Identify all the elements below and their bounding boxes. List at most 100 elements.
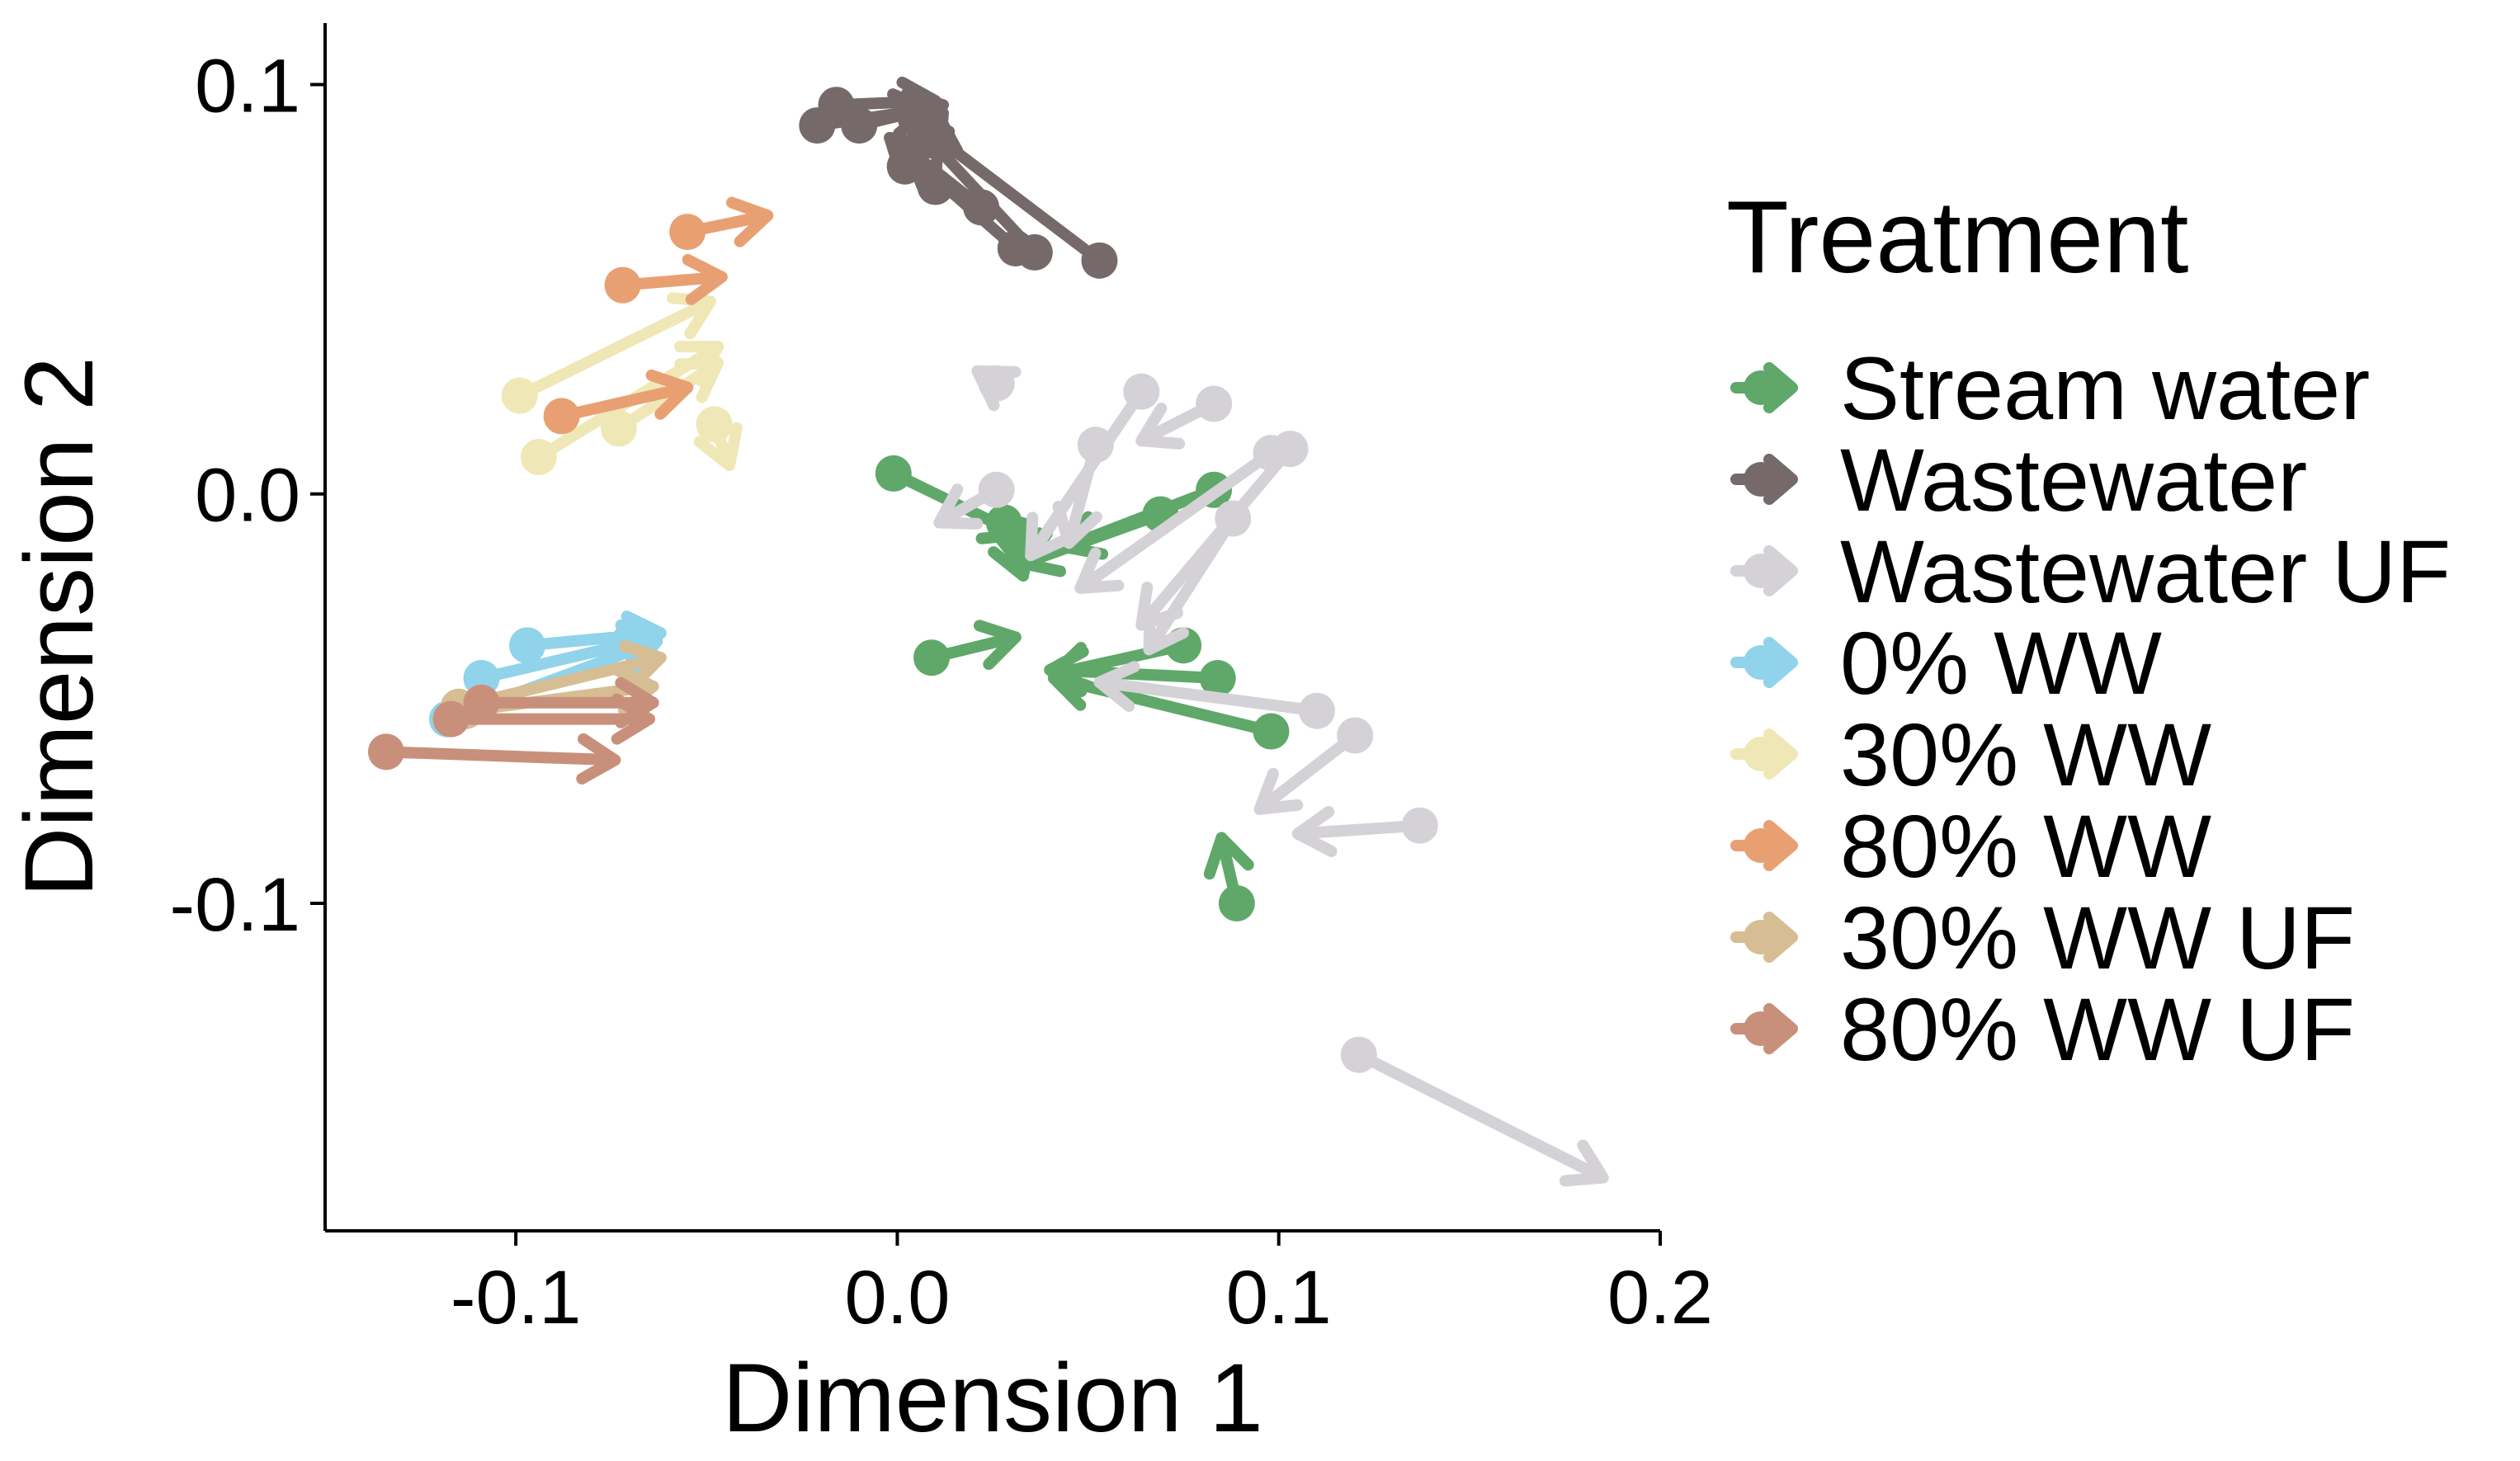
legend-item: 80% WW xyxy=(1730,796,2211,896)
arrow-head xyxy=(1143,606,1189,656)
arrow-head xyxy=(615,676,659,728)
legend-key-arrow-head xyxy=(1763,545,1798,596)
legend-key-arrow-head xyxy=(1763,454,1798,505)
start-point xyxy=(1123,373,1160,410)
arrow-head xyxy=(667,292,716,340)
start-point xyxy=(1218,884,1255,921)
arrow-head xyxy=(1203,832,1254,880)
legend-key-arrow-head xyxy=(1763,1003,1798,1054)
legend-item: Wastewater UF xyxy=(1730,521,2451,621)
start-point xyxy=(1337,717,1374,754)
legend-item: Stream water xyxy=(1730,338,2370,438)
series-7 xyxy=(367,676,659,785)
arrow-head xyxy=(576,733,621,785)
x-axis-title: Dimension 1 xyxy=(722,1344,1263,1453)
arrow-shaft xyxy=(513,295,716,402)
plot-area xyxy=(367,76,1609,1187)
start-point xyxy=(978,471,1015,508)
arrow-head xyxy=(682,253,728,305)
start-point xyxy=(1215,500,1252,537)
legend: Treatment Stream waterWastewaterWastewat… xyxy=(1726,181,2451,1079)
legend-label: 0% WW xyxy=(1840,613,2162,713)
start-point xyxy=(1272,431,1309,468)
arrow-head xyxy=(1253,767,1304,815)
legend-item: 80% WW UF xyxy=(1730,979,2355,1079)
legend-label: 80% WW UF xyxy=(1840,979,2355,1079)
arrow-shaft xyxy=(1059,483,1220,554)
legend-label: Stream water xyxy=(1840,338,2370,438)
arrow-head xyxy=(1052,501,1102,549)
start-point xyxy=(520,439,557,476)
arrow-shaft xyxy=(884,131,1022,254)
start-point xyxy=(1196,385,1233,422)
arrow-shaft xyxy=(1093,676,1323,717)
start-point xyxy=(463,684,500,721)
start-point xyxy=(841,107,878,144)
start-point xyxy=(600,410,637,447)
start-point xyxy=(432,700,470,738)
start-point xyxy=(1199,660,1236,697)
arrow-shaft xyxy=(1047,672,1277,738)
series-4 xyxy=(501,292,743,476)
start-point xyxy=(1340,1036,1377,1073)
start-point xyxy=(501,377,538,414)
arrow-shaft xyxy=(1253,729,1361,815)
legend-label: Wastewater UF xyxy=(1840,521,2451,621)
arrow-head xyxy=(1074,547,1125,594)
start-point xyxy=(913,639,951,676)
y-tick-label: 0.0 xyxy=(195,454,300,538)
x-tick-label: 0.0 xyxy=(844,1256,950,1340)
arrow-head xyxy=(1025,511,1072,562)
arrow-head xyxy=(1559,1139,1609,1187)
arrow-head xyxy=(933,483,984,530)
legend-item: 30% WW xyxy=(1730,705,2211,804)
legend-key-arrow-head xyxy=(1763,362,1798,413)
start-point xyxy=(367,733,404,771)
arrow-shaft xyxy=(906,115,1041,258)
arrow-shaft xyxy=(1074,447,1277,594)
arrow-shaft xyxy=(899,107,1106,266)
legend-title: Treatment xyxy=(1726,181,2188,295)
arrow-head xyxy=(674,356,724,403)
y-axis-ticks: -0.1 0.0 0.1 xyxy=(169,44,325,947)
legend-item: Wastewater xyxy=(1730,430,2307,530)
legend-key-arrow-head xyxy=(1763,820,1798,871)
arrow-shaft xyxy=(1352,1049,1609,1184)
start-point xyxy=(509,627,546,664)
arrow-shaft xyxy=(1291,819,1426,840)
legend-key-arrow-head xyxy=(1763,728,1798,780)
start-point xyxy=(1298,692,1335,729)
start-point xyxy=(543,398,580,435)
legend-item: 30% WW UF xyxy=(1730,888,2355,987)
x-tick-label: 0.1 xyxy=(1226,1256,1332,1340)
y-tick-label: -0.1 xyxy=(169,863,300,947)
start-point xyxy=(1401,807,1438,844)
arrow-head xyxy=(1291,806,1338,857)
arrow-shaft xyxy=(1143,512,1239,656)
arrow-head xyxy=(1135,402,1186,450)
legend-key-arrow-head xyxy=(1763,912,1798,963)
y-axis-title: Dimension 2 xyxy=(5,356,114,898)
start-point xyxy=(1081,242,1118,279)
arrow-head xyxy=(1093,661,1140,712)
arrow-head xyxy=(693,422,743,471)
start-point xyxy=(1016,233,1053,271)
arrow-head xyxy=(645,369,694,420)
start-point xyxy=(669,214,706,251)
axes: -0.1 0.0 0.1 0.2 -0.1 0.0 0.1 xyxy=(169,23,1713,1340)
start-point xyxy=(1077,427,1114,464)
legend-label: Wastewater xyxy=(1840,430,2307,530)
start-point xyxy=(875,455,912,492)
start-point xyxy=(696,406,733,443)
arrow-head xyxy=(1047,661,1096,711)
arrow-head xyxy=(726,196,774,247)
legend-label: 30% WW xyxy=(1840,705,2211,804)
arrow-shaft xyxy=(380,746,621,766)
x-tick-label: -0.1 xyxy=(451,1256,582,1340)
legend-label: 30% WW UF xyxy=(1840,888,2355,987)
start-point xyxy=(978,365,1015,402)
arrow-shaft xyxy=(555,381,694,422)
series-2 xyxy=(933,365,1609,1187)
